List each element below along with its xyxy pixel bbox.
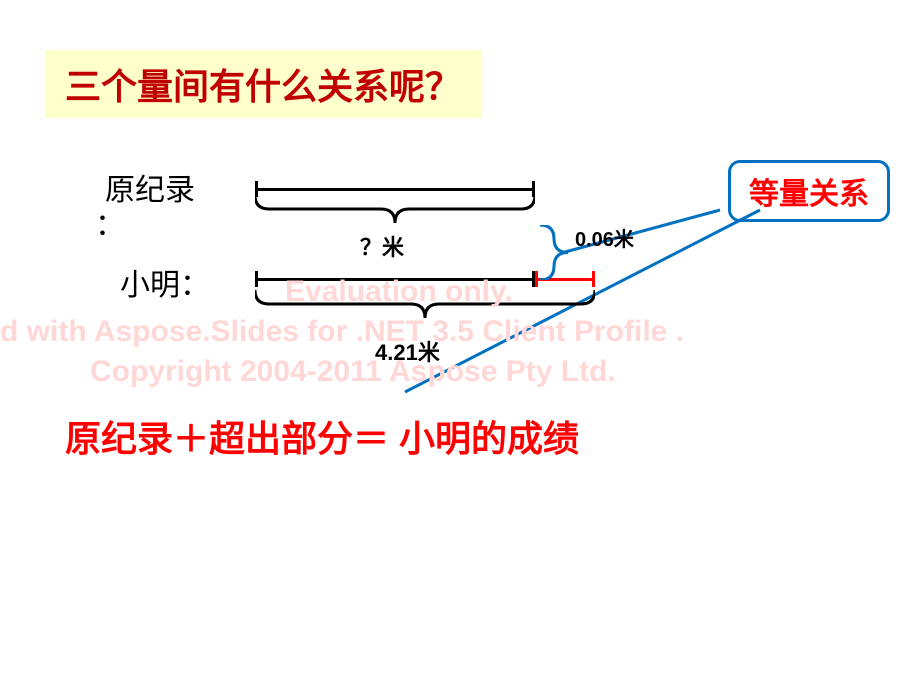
- watermark-line2: d with Aspose.Slides for .NET 3.5 Client…: [0, 315, 684, 349]
- label-xiaoming: 小明：: [120, 260, 210, 304]
- equation: 原纪录＋超出部分＝ 小明的成绩: [65, 410, 579, 462]
- label-unknown: ？米: [360, 230, 404, 262]
- equation-text: 原纪录＋超出部分＝ 小明的成绩: [65, 418, 579, 459]
- brace-down: [255, 195, 535, 223]
- watermark-line1: Evaluation only.: [285, 275, 513, 309]
- label-small-measure: 0.06米: [575, 223, 634, 252]
- label-original-record-colon: ：: [95, 200, 125, 244]
- segment-original: [255, 188, 535, 191]
- watermark-line3: Copyright 2004-2011 Aspose Pty Ltd.: [90, 355, 616, 389]
- brace-right: [540, 225, 568, 280]
